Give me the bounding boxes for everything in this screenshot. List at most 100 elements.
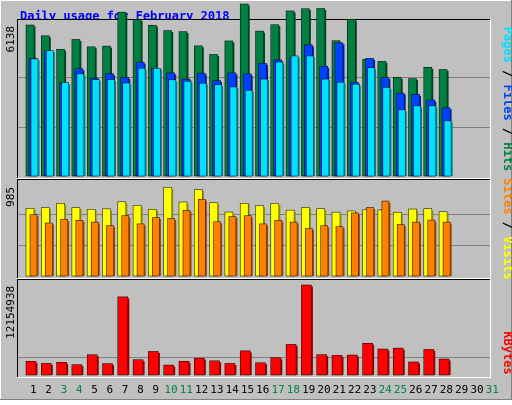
hits-files-pages-label: Pages / Files / Hits [501, 27, 512, 172]
sites-bar-shade [419, 223, 421, 276]
x-tick-label: 19 [302, 383, 315, 396]
sites-bar-shade [113, 227, 115, 276]
sites-bar-shade [434, 221, 437, 276]
kbytes-bar-shade [127, 298, 130, 375]
kbytes-bar [194, 357, 205, 376]
pages-bar [428, 105, 437, 177]
pages-bar-shade [282, 63, 285, 176]
pages-bar-shade [114, 81, 116, 176]
pages-bar [61, 82, 69, 177]
sites-bar [75, 220, 84, 277]
sites-bar-shade [281, 221, 284, 276]
sites-bar-shade [98, 223, 100, 276]
kbytes-bar-shade [403, 349, 405, 375]
kbytes-bar-shade [296, 345, 298, 375]
sites-bar [305, 228, 313, 277]
kbytes-bar-shade [81, 366, 84, 375]
pages-bar [244, 90, 253, 177]
x-tick-label: 16 [256, 383, 269, 396]
pages-bar [153, 67, 161, 177]
pages-bar-shade [328, 80, 331, 176]
kbytes-bar [392, 347, 404, 376]
sites-bar [60, 219, 68, 277]
x-tick-label: 22 [348, 383, 361, 396]
pages-bar-shade [145, 69, 147, 176]
kbytes-bar [25, 361, 37, 376]
pages-bar-shade [191, 82, 193, 176]
sites-bar-shade [67, 220, 70, 276]
pages-bar-shade [298, 57, 300, 177]
kbytes-bar [377, 348, 389, 376]
x-tick-label: 30 [470, 383, 483, 396]
kbytes-bar [408, 361, 419, 376]
x-tick-label: 5 [91, 383, 98, 396]
sites-bar-shade [37, 216, 39, 276]
pages-bar [76, 73, 85, 177]
sites-bar-shade [220, 223, 223, 276]
kbytes-bar-shade [51, 364, 53, 375]
kbytes-bar-shade [36, 362, 38, 375]
kbytes-bar [41, 363, 52, 376]
pages-bar-shade [267, 80, 269, 176]
x-tick-label: 26 [409, 383, 422, 396]
kbytes-bar [178, 360, 190, 376]
kbytes-bar [209, 360, 220, 376]
pages-bar-shade [405, 111, 407, 176]
pages-bar [336, 82, 345, 177]
sites-bar [167, 218, 175, 277]
x-tick-label: 11 [180, 383, 193, 396]
x-tick-label: 8 [137, 383, 144, 396]
sites-bar [442, 221, 451, 277]
kbytes-bar-shade [189, 362, 191, 375]
pages-bar [30, 58, 39, 177]
kbytes-bar [148, 351, 159, 376]
x-tick-label: 28 [440, 383, 453, 396]
pages-bar [306, 55, 314, 177]
middle-ymax-label: 985 [4, 187, 17, 207]
pages-bar-shade [374, 69, 377, 176]
sites-bar [29, 214, 38, 277]
kbytes-bar [102, 363, 113, 376]
sites-bar-shade [174, 219, 177, 276]
kbytes-bar-shade [280, 359, 283, 375]
x-axis-day-labels: 1 2 3 4 5 6 7 8 9 10 11 12 13 14 15 16 17 18 19 20 21 22 23 24 2… [30, 383, 499, 396]
files-legend-label: Files [501, 85, 512, 121]
kbytes-legend-label: KBytes [501, 331, 512, 374]
sites-bar [335, 226, 344, 277]
pages-bar [183, 81, 192, 177]
kbytes-bar-shade [143, 361, 145, 375]
sites-bar-shade [388, 202, 391, 276]
x-tick-label: 14 [226, 383, 240, 396]
x-tick-label: 7 [122, 383, 129, 396]
pages-bar-shade [313, 57, 315, 177]
pages-bar-shade [99, 81, 101, 176]
x-tick-label: 25 [394, 383, 407, 396]
sites-bar [106, 225, 114, 277]
kbytes-bar [301, 284, 312, 376]
pages-bar-shade [53, 52, 55, 177]
pages-bar-shade [160, 69, 162, 176]
kbytes-bar-shade [158, 352, 160, 375]
kbytes-bar [132, 359, 144, 376]
x-tick-label: 17 [271, 383, 284, 396]
pages-bar [382, 87, 391, 177]
pages-legend-label: Pages [501, 27, 512, 63]
sites-bar [351, 212, 359, 277]
kbytes-bar-shade [387, 350, 390, 375]
pages-bar-shade [206, 84, 208, 176]
pages-bar [107, 79, 115, 177]
kbytes-bar [71, 364, 83, 376]
sites-bar-shade [450, 223, 452, 276]
kbytes-bar-shade [326, 356, 329, 375]
pages-bar-shade [83, 75, 86, 176]
pages-bar [352, 83, 360, 177]
pages-bar [137, 67, 146, 177]
sites-bar-shade [266, 225, 268, 276]
sites-bar-shade [358, 214, 360, 276]
pages-bar-shade [389, 88, 392, 176]
kbytes-bar [255, 362, 266, 376]
kbytes-bar-shade [433, 350, 436, 375]
kbytes-bar [347, 354, 358, 376]
sites-bar [396, 224, 405, 277]
x-tick-label: 15 [241, 383, 254, 396]
